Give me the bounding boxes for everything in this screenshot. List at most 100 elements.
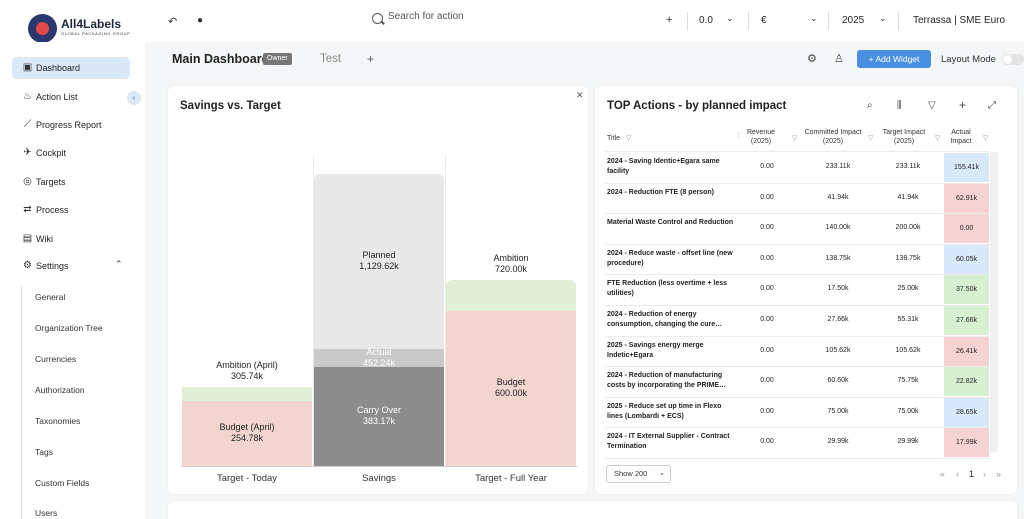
next-page-icon[interactable]: ›: [983, 469, 986, 479]
filter-icon[interactable]: ▽: [792, 135, 798, 142]
value-select[interactable]: 0.0: [699, 15, 713, 26]
bar-carry-over[interactable]: [314, 367, 444, 466]
currency-select[interactable]: €: [761, 15, 767, 26]
chevron-down-icon: ⌄: [659, 470, 665, 477]
cell-title[interactable]: 2024 - IT External Supplier - Contract T…: [607, 433, 730, 451]
category-label: Target - Full Year: [475, 473, 547, 484]
columns-icon[interactable]: ⫼: [897, 100, 902, 111]
add-tab-icon[interactable]: +: [367, 52, 375, 66]
add-icon[interactable]: +: [959, 98, 967, 112]
budget-name: Budget: [496, 377, 526, 387]
cell-title[interactable]: FTE Reduction (less overtime + less util…: [607, 280, 728, 298]
collapse-sidebar-icon[interactable]: ‹: [127, 91, 141, 105]
add-widget-button[interactable]: + Add Widget: [857, 50, 931, 68]
chevron-down-icon[interactable]: ⌄: [879, 13, 887, 23]
settings-item-currencies[interactable]: Currencies: [35, 354, 77, 364]
carry-over-label: Carry Over 383.17k: [314, 405, 444, 427]
filter-icon[interactable]: ▽: [868, 135, 874, 142]
filter-icon[interactable]: ▽: [626, 135, 632, 142]
cell-actual: 17.99k: [944, 428, 989, 458]
settings-item-users[interactable]: Users: [35, 508, 58, 518]
sidebar-item-targets[interactable]: ◎ Targets: [12, 171, 130, 193]
column-header-title[interactable]: Title: [607, 135, 620, 142]
plane-icon: ✈: [23, 147, 32, 158]
chart-divider: [445, 155, 446, 466]
last-page-icon[interactable]: »: [996, 469, 1002, 479]
column-header-revenue[interactable]: Revenue (2025): [746, 129, 776, 145]
chevron-down-icon[interactable]: ⌄: [810, 13, 818, 23]
settings-item-taxonomies[interactable]: Taxonomies: [35, 416, 81, 426]
chevron-up-icon[interactable]: ⌃: [115, 259, 123, 269]
chat-icon[interactable]: ●: [197, 15, 204, 26]
cell-title[interactable]: 2024 - Saving Identic+Egara same facilit…: [607, 158, 720, 175]
brand-logo[interactable]: [28, 14, 57, 43]
bar-actual[interactable]: [314, 349, 444, 367]
filter-icon[interactable]: ▽: [928, 100, 936, 111]
layout-mode-label: Layout Mode: [941, 54, 996, 65]
close-icon[interactable]: ✕: [576, 90, 584, 100]
row-divider: [605, 396, 990, 398]
tab-test[interactable]: Test: [320, 53, 342, 65]
search-input[interactable]: [388, 11, 588, 22]
expand-icon[interactable]: ⤢: [988, 100, 996, 111]
cell-target: 105.62k: [895, 346, 921, 354]
layout-mode-toggle[interactable]: [1002, 54, 1024, 65]
scrollbar[interactable]: [990, 152, 998, 452]
filter-icon[interactable]: ▽: [983, 135, 989, 142]
sidebar-item-label: Wiki: [36, 234, 53, 244]
settings-item-tags[interactable]: Tags: [35, 447, 53, 457]
gear-icon[interactable]: ⚙: [807, 53, 817, 65]
chevron-down-icon[interactable]: ⌄: [726, 13, 734, 23]
sidebar-item-wiki[interactable]: ▤ Wiki: [12, 228, 130, 250]
settings-item-organization-tree[interactable]: Organization Tree: [35, 323, 103, 333]
chart-line-icon: ⟋: [24, 119, 31, 130]
search-icon[interactable]: ⌕: [867, 100, 873, 111]
column-header-actual[interactable]: Actual Impact: [950, 129, 972, 145]
first-page-icon[interactable]: «: [940, 469, 946, 479]
sidebar-item-settings[interactable]: ⚙ Settings ⌃: [12, 255, 130, 277]
page-title[interactable]: Main Dashboard: [172, 52, 270, 66]
sidebar-item-dashboard[interactable]: ▣ Dashboard: [12, 57, 130, 79]
user-icon[interactable]: ♙: [834, 53, 844, 65]
prev-page-icon[interactable]: ‹: [956, 469, 959, 479]
sidebar-item-progress-report[interactable]: ⟋ Progress Report: [12, 114, 130, 136]
add-icon[interactable]: +: [666, 14, 673, 26]
column-header-committed[interactable]: Committed Impact (2025): [804, 129, 862, 145]
cell-title[interactable]: Material Waste Control and Reduction: [607, 219, 734, 227]
cell-title[interactable]: 2025 - Reduce set up time in Flexo lines…: [607, 402, 722, 420]
cell-title[interactable]: 2024 - Reduction of manufacturing costs …: [607, 372, 727, 390]
cell-target: 25.00k: [897, 285, 919, 293]
org-select[interactable]: Terrassa | SME Euro: [913, 15, 1006, 26]
bar-budget[interactable]: [446, 311, 576, 466]
ambition-label: Ambition 720.00k: [446, 253, 576, 275]
cell-revenue: 0.00: [760, 377, 774, 385]
search-bar[interactable]: [370, 11, 600, 31]
bar-budget-april[interactable]: [182, 401, 312, 466]
page-size-select[interactable]: Show 200 ⌄: [606, 465, 671, 483]
column-resize-icon[interactable]: ⋮: [735, 132, 742, 139]
sidebar-item-process[interactable]: ⇄ Process: [12, 199, 130, 221]
undo-icon[interactable]: ↶: [168, 16, 178, 28]
carry-over-value: 383.17k: [362, 416, 396, 426]
row-divider: [605, 335, 990, 337]
cell-revenue: 0.00: [760, 285, 774, 293]
column-header-target[interactable]: Target Impact (2025): [882, 129, 926, 145]
year-select[interactable]: 2025: [842, 15, 865, 26]
filter-icon[interactable]: ▽: [935, 135, 941, 142]
sidebar-item-label: Action List: [36, 92, 78, 102]
bar-ambition-april[interactable]: [182, 387, 312, 401]
page-number[interactable]: 1: [969, 469, 975, 479]
settings-item-authorization[interactable]: Authorization: [35, 385, 85, 395]
budget-april-value: 254.78k: [230, 433, 264, 443]
sidebar-item-cockpit[interactable]: ✈ Cockpit: [12, 142, 130, 164]
cell-title[interactable]: 2024 - Reduce waste - offset line (new p…: [607, 249, 733, 267]
cell-title[interactable]: 2024 - Reduction FTE (8 person): [607, 188, 714, 196]
bar-ambition[interactable]: [446, 280, 576, 311]
cell-title[interactable]: 2025 - Savings energy merge Indetic+Egar…: [607, 341, 704, 359]
settings-item-custom-fields[interactable]: Custom Fields: [35, 478, 90, 488]
settings-item-general[interactable]: General: [35, 292, 66, 302]
top-actions-title: TOP Actions - by planned impact: [607, 100, 787, 112]
sidebar-item-action-list[interactable]: ♨ Action List: [12, 86, 130, 108]
cell-title[interactable]: 2024 - Reduction of energy consumption, …: [607, 311, 723, 328]
bar-planned[interactable]: [314, 174, 444, 349]
